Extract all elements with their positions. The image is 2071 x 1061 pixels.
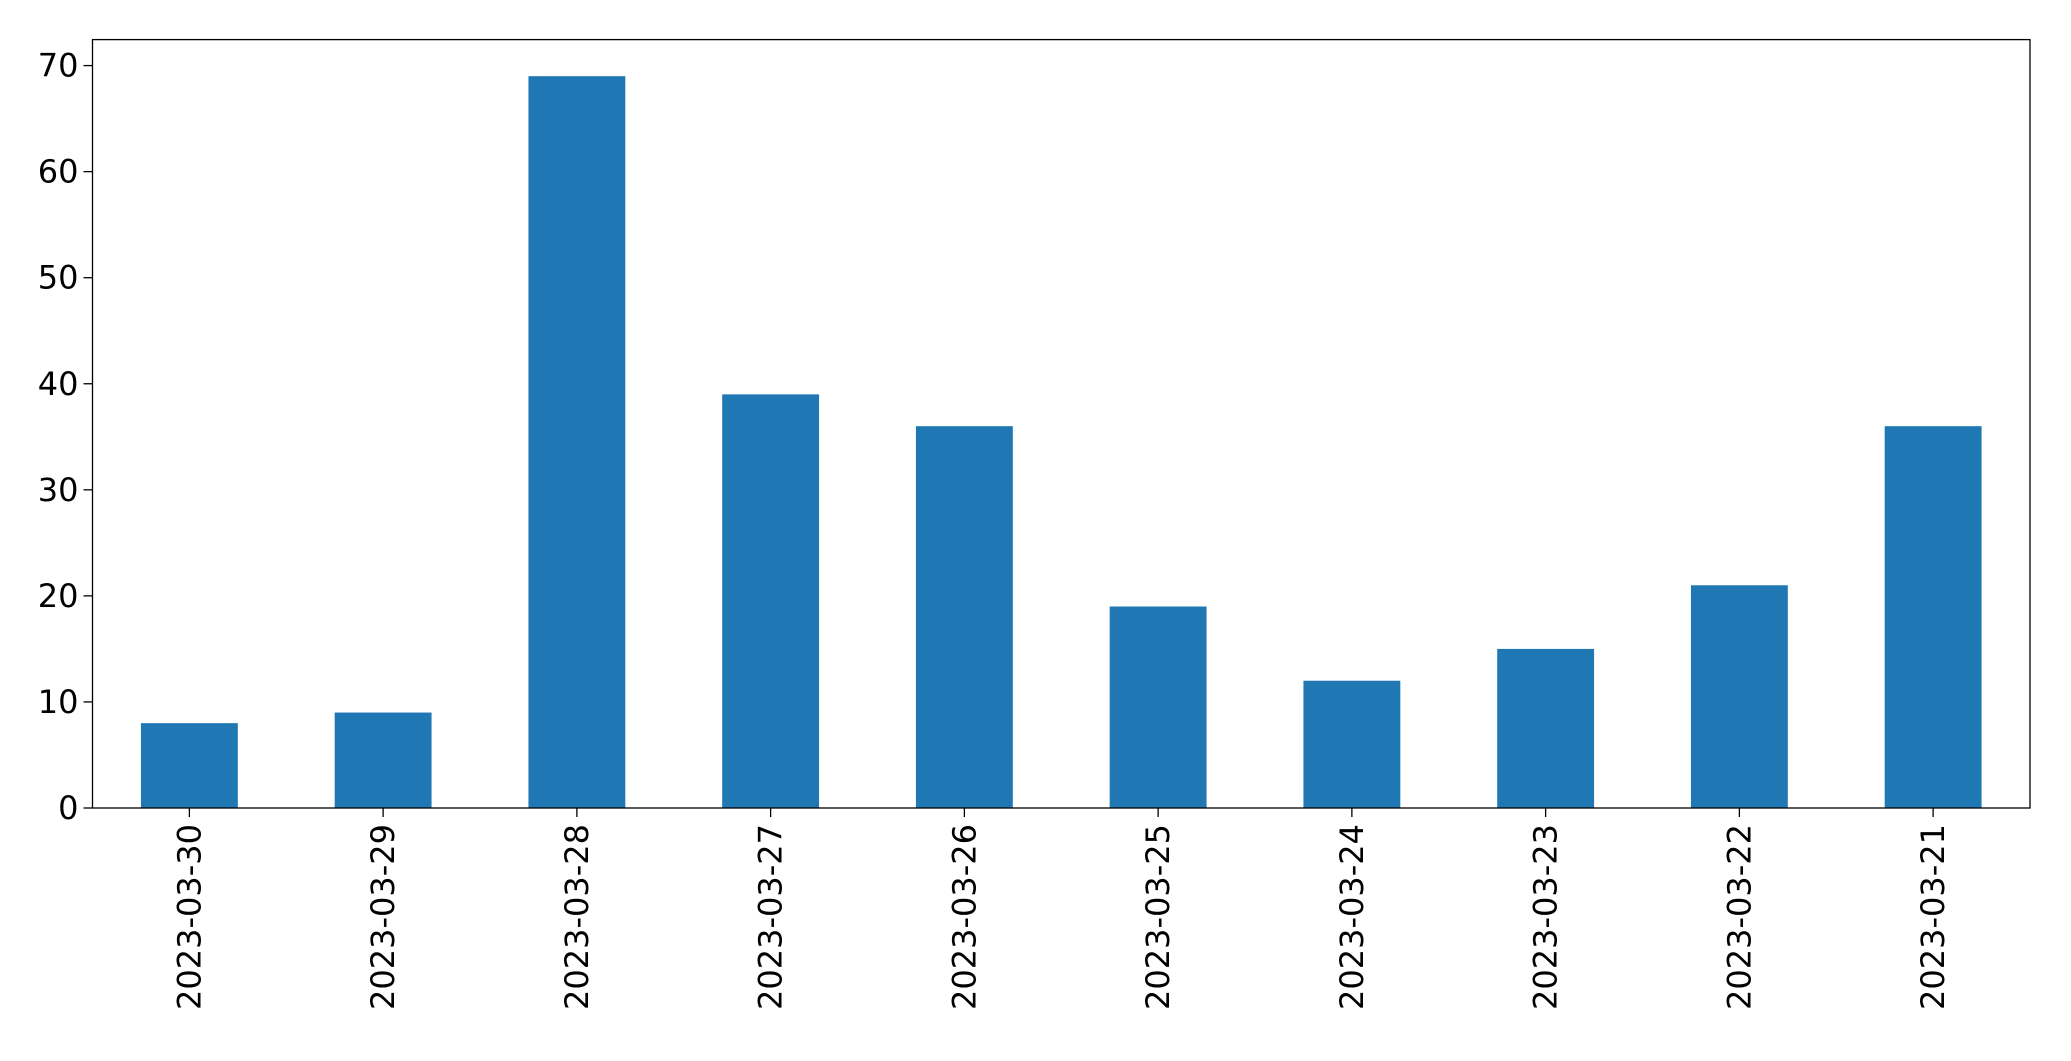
bar bbox=[1303, 680, 1401, 808]
x-tick-label: 2023-03-25 bbox=[1139, 824, 1177, 1010]
y-tick-label: 0 bbox=[58, 789, 78, 827]
y-tick-label: 10 bbox=[38, 683, 79, 721]
y-tick-label: 50 bbox=[38, 259, 79, 297]
bar bbox=[915, 426, 1013, 808]
x-tick-label: 2023-03-28 bbox=[558, 824, 596, 1010]
x-tick-label: 2023-03-27 bbox=[752, 824, 790, 1010]
x-tick-label: 2023-03-21 bbox=[1914, 824, 1952, 1010]
bar bbox=[140, 723, 238, 808]
x-tick-label: 2023-03-30 bbox=[170, 824, 208, 1010]
x-tick-label: 2023-03-22 bbox=[1720, 824, 1758, 1010]
x-tick-label: 2023-03-24 bbox=[1333, 824, 1371, 1010]
x-tick-label: 2023-03-29 bbox=[364, 824, 402, 1010]
x-tick-label: 2023-03-26 bbox=[945, 824, 983, 1010]
y-tick-label: 60 bbox=[38, 153, 79, 191]
bar bbox=[722, 394, 820, 808]
bar bbox=[1690, 585, 1788, 808]
bar bbox=[528, 76, 626, 808]
bar bbox=[334, 712, 432, 808]
y-tick-label: 70 bbox=[38, 47, 79, 85]
y-tick-label: 40 bbox=[38, 365, 79, 403]
y-tick-label: 30 bbox=[38, 471, 79, 509]
bar bbox=[1497, 648, 1595, 808]
y-tick-label: 20 bbox=[38, 577, 79, 615]
plot-frame bbox=[91, 38, 2031, 809]
bar bbox=[1884, 426, 1982, 808]
bar bbox=[1109, 606, 1207, 808]
x-tick-label: 2023-03-23 bbox=[1527, 824, 1565, 1010]
